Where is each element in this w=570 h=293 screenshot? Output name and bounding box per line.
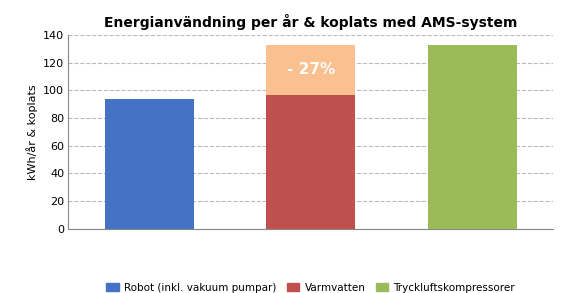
Bar bbox=[266, 45, 355, 95]
Title: Energianvändning per år & koplats med AMS-system: Energianvändning per år & koplats med AM… bbox=[104, 14, 518, 30]
Bar bbox=[266, 95, 355, 229]
Bar bbox=[428, 45, 516, 229]
Y-axis label: kWh/år & koplats: kWh/år & koplats bbox=[26, 84, 38, 180]
Bar bbox=[105, 99, 194, 229]
Legend: Robot (inkl. vakuum pumpar), Varmvatten, Tryckluftskompressorer: Robot (inkl. vakuum pumpar), Varmvatten,… bbox=[102, 278, 519, 293]
Text: - 27%: - 27% bbox=[287, 62, 335, 77]
